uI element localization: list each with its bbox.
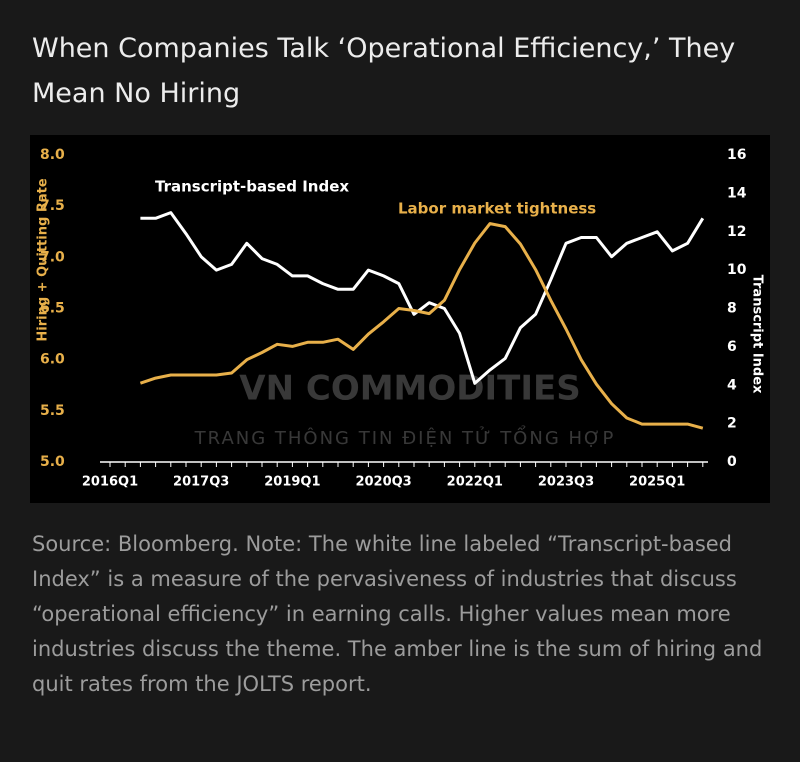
title: When Companies Talk ‘Operational Efficie… bbox=[32, 33, 736, 109]
y-tick-label: 7.0 bbox=[40, 249, 65, 265]
y-tick-label: 6.0 bbox=[40, 352, 65, 368]
x-tick-label: 2025Q1 bbox=[629, 475, 685, 490]
x-tick-label: 2023Q3 bbox=[538, 475, 594, 490]
y2-tick-label: 16 bbox=[727, 147, 746, 163]
x-tick-label: 2019Q1 bbox=[264, 475, 320, 490]
y-tick-label: 6.5 bbox=[40, 301, 65, 317]
y2-tick-label: 8 bbox=[727, 301, 737, 317]
y2-tick-label: 10 bbox=[727, 262, 747, 278]
source-note: Source: Bloomberg. Note: The white line … bbox=[32, 532, 763, 696]
y2-tick-label: 4 bbox=[727, 377, 737, 393]
chart: VN COMMODITIES TRANG THÔNG TIN ĐIỆN TỬ TỔ… bbox=[30, 135, 770, 503]
x-tick-label: 2022Q1 bbox=[447, 475, 503, 490]
series-line bbox=[139, 222, 704, 430]
y2-tick-label: 12 bbox=[727, 224, 746, 240]
series-label: Labor market tightness bbox=[398, 200, 596, 218]
y2-tick-label: 0 bbox=[727, 454, 737, 470]
series-label: Transcript-based Index bbox=[155, 178, 349, 196]
y-axis-title: Hiring + Quitting Rate bbox=[36, 178, 51, 341]
y-tick-label: 5.5 bbox=[40, 403, 65, 419]
x-tick-label: 2016Q1 bbox=[82, 475, 138, 490]
y2-axis-title: Transcript Index bbox=[750, 275, 765, 394]
series-line bbox=[140, 211, 705, 385]
watermark: VN COMMODITIES bbox=[239, 369, 580, 409]
y2-tick-label: 6 bbox=[727, 339, 737, 355]
chart-panel bbox=[30, 135, 770, 503]
watermark: TRANG THÔNG TIN ĐIỆN TỬ TỔNG HỢP bbox=[194, 425, 616, 449]
y-tick-label: 7.5 bbox=[40, 198, 65, 214]
x-tick-label: 2017Q3 bbox=[173, 475, 229, 490]
x-tick-label: 2020Q3 bbox=[355, 475, 411, 490]
y-tick-label: 5.0 bbox=[40, 454, 65, 470]
y2-tick-label: 14 bbox=[727, 185, 747, 201]
y-tick-label: 8.0 bbox=[40, 147, 65, 163]
y2-tick-label: 2 bbox=[727, 416, 737, 432]
